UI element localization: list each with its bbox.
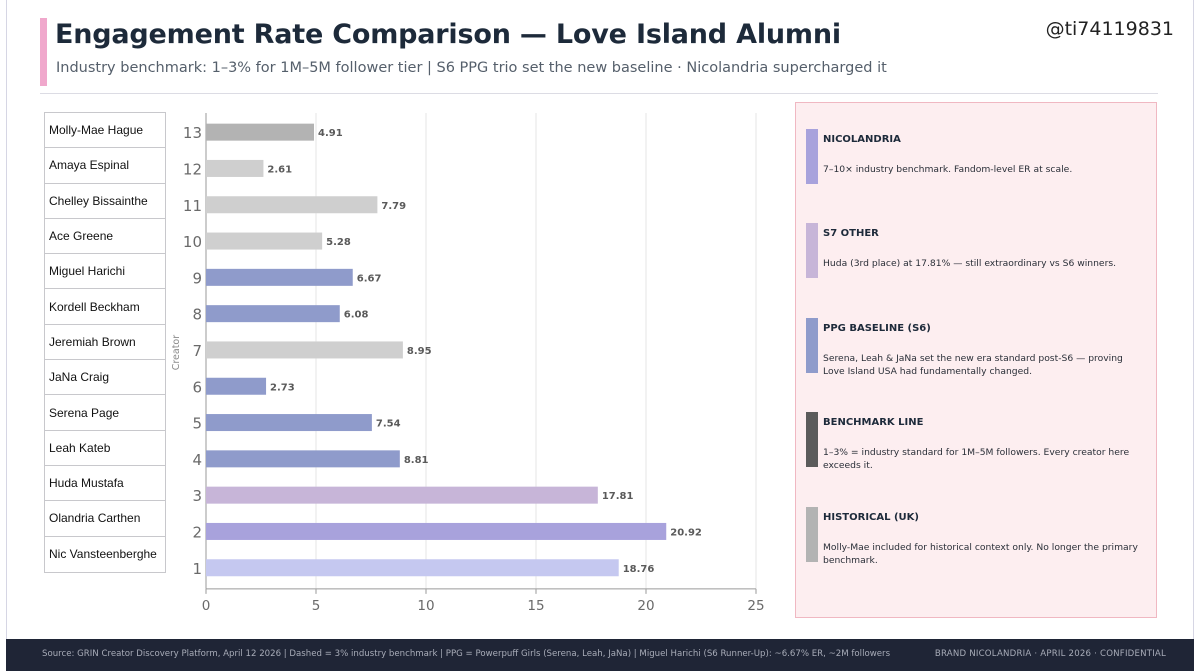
creator-name-cell: JaNa Craig [45,360,165,396]
bar-value-label: 5.28 [326,237,351,248]
bar [206,414,372,432]
legend-swatch [806,412,818,467]
user-handle: @ti74119831 [1045,18,1174,40]
creator-name-cell: Jeremiah Brown [45,325,165,361]
x-tick-label: 25 [747,598,764,614]
creator-name-cell: Molly-Mae Hague [45,113,165,149]
bar [206,341,403,359]
bar-value-label: 2.61 [267,164,292,175]
creator-name-cell: Leah Kateb [45,431,165,466]
bar-value-label: 6.67 [357,273,382,284]
creator-name-table: Molly-Mae Hague Amaya Espinal Chelley Biss… [44,112,166,573]
bar [206,486,598,504]
page-subtitle: Industry benchmark: 1–3% for 1M–5M follo… [56,60,887,76]
x-tick-label: 20 [637,598,654,614]
bar [206,450,400,468]
footer-source: Source: GRIN Creator Discovery Platform,… [42,649,891,659]
x-tick-label: 5 [312,598,321,614]
footer-bar: Source: GRIN Creator Discovery Platform,… [6,639,1194,671]
y-tick-label: 11 [183,197,202,215]
legend-swatch [806,223,818,278]
y-tick-label: 12 [183,160,202,178]
bar-value-label: 8.81 [404,455,429,466]
legend-panel: NICOLANDRIA 7–10× industry benchmark. Fan… [795,102,1157,618]
y-tick-label: 1 [192,560,202,578]
bar [206,196,378,214]
header-divider [40,93,1158,94]
bar [206,159,264,177]
bar-value-label: 7.54 [376,419,401,430]
x-tick-label: 10 [417,598,434,614]
bar-value-label: 7.79 [381,201,406,212]
legend-swatch [806,129,818,184]
y-tick-label: 6 [192,378,202,396]
creator-name-cell: Amaya Espinal [45,148,165,184]
x-tick-label: 15 [527,598,544,614]
legend-title: NICOLANDRIA [823,134,901,145]
creator-name-cell: Chelley Bissainthe [45,184,165,219]
y-tick-label: 13 [183,124,202,142]
legend-title: BENCHMARK LINE [823,417,924,428]
bar-value-label: 8.95 [407,346,432,357]
legend-description: 1–3% = industry standard for 1M–5M follo… [823,447,1130,471]
bar [206,123,315,141]
legend-swatch [806,318,818,373]
legend-title: S7 OTHER [823,228,879,239]
legend-description: 7–10× industry benchmark. Fandom-level E… [823,164,1073,175]
bar [206,232,323,250]
y-tick-label: 3 [192,487,202,505]
bar-value-label: 6.08 [344,310,369,321]
title-accent-bar [40,18,47,86]
page-title: Engagement Rate Comparison — Love Island… [55,19,841,50]
bar [206,377,267,395]
creator-name-cell: Olandria Carthen [45,501,165,537]
legend-title: HISTORICAL (UK) [823,512,919,523]
footer-confidential: BRAND NICOLANDRIA · APRIL 2026 · CONFIDE… [934,649,1166,659]
creator-name-cell: Miguel Harichi [45,254,165,290]
y-tick-label: 9 [192,269,202,287]
creator-name-cell: Nic Vansteenberghe [49,547,157,562]
creator-name-cell: Ace Greene [45,219,165,255]
legend-description: Molly-Mae included for historical contex… [823,542,1138,566]
creator-name-cell: Huda Mustafa [45,466,165,502]
creator-name-cell: Serena Page [45,395,165,431]
legend-swatch [806,507,818,562]
bar-value-label: 2.73 [270,382,295,393]
bar-value-label: 18.76 [623,564,655,575]
bar-value-label: 17.81 [602,491,634,502]
y-tick-label: 7 [192,342,202,360]
bar [206,559,619,577]
slide-frame [6,0,1194,671]
bar-value-label: 20.92 [670,527,702,538]
bar [206,522,667,540]
legend-description: Serena, Leah & JaNa set the new era stan… [823,353,1123,377]
y-tick-label: 10 [183,233,202,251]
y-axis-label: Creator [171,335,182,371]
creator-name-cell: Kordell Beckham [45,289,165,325]
x-tick-label: 0 [202,598,211,614]
y-tick-label: 5 [192,415,202,433]
legend-description: Huda (3rd place) at 17.81% — still extra… [823,258,1117,269]
y-tick-label: 8 [192,306,202,324]
bar-value-label: 4.91 [318,128,343,139]
y-tick-label: 2 [192,523,202,541]
y-tick-label: 4 [192,451,202,469]
bar [206,268,353,286]
legend-title: PPG BASELINE (S6) [823,323,931,334]
bar [206,305,340,323]
